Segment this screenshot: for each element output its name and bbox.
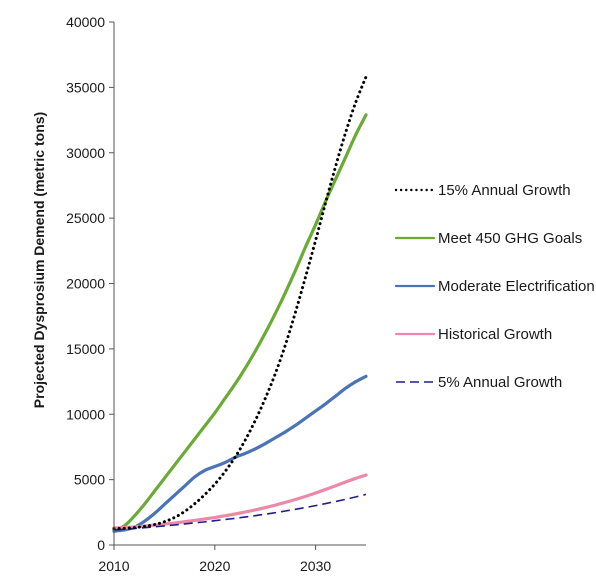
legend: 15% Annual Growth Meet 450 GHG Goals Moder… (394, 182, 595, 391)
legend-label-historical-growth: Historical Growth (438, 326, 552, 343)
y-tick-label: 15000 (66, 341, 105, 357)
y-tick-label: 30000 (66, 145, 105, 161)
y-tick-label: 5000 (74, 472, 105, 488)
series-layer (112, 75, 368, 533)
series-line-15-annual-growth (112, 75, 368, 531)
series-line-meet-450-ghg-goals (112, 113, 368, 531)
y-axis-title: Projected Dysprosium Demend (metric tons… (31, 112, 47, 408)
x-tick-label: 2010 (98, 558, 129, 574)
series-line-moderate-electrification (112, 374, 368, 533)
x-axis-ticks: 2010 2020 2030 (98, 545, 331, 574)
y-tick-label: 10000 (66, 406, 105, 422)
y-tick-label: 25000 (66, 210, 105, 226)
legend-label-5-annual-growth: 5% Annual Growth (438, 374, 562, 391)
y-tick-label: 35000 (66, 79, 105, 95)
legend-label-meet-450-ghg-goals: Meet 450 GHG Goals (438, 230, 582, 247)
legend-label-15-annual-growth: 15% Annual Growth (438, 182, 571, 199)
y-axis-ticks: 0 5000 10000 15000 20000 25000 30000 35000 40000 (66, 14, 114, 553)
legend-label-moderate-electrification: Moderate Electrification (438, 278, 595, 295)
y-tick-label: 20000 (66, 276, 105, 292)
x-tick-label: 2030 (300, 558, 331, 574)
series-line-historical-growth (112, 473, 368, 530)
y-tick-label: 0 (97, 537, 105, 553)
x-tick-label: 2020 (199, 558, 230, 574)
y-tick-label: 40000 (66, 14, 105, 30)
series-line-5-annual-growth (113, 493, 367, 531)
